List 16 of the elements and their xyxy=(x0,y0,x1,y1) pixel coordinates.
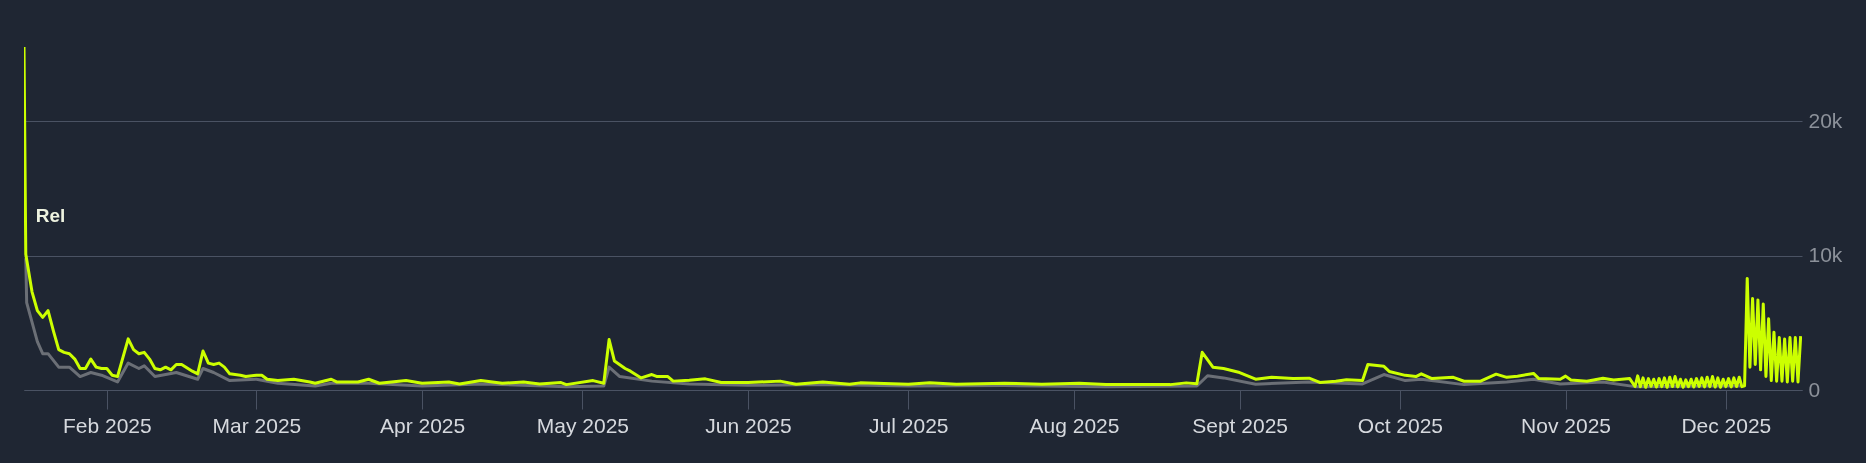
x-tick-label: Jul 2025 xyxy=(869,413,949,437)
x-tick-label: Feb 2025 xyxy=(62,413,152,437)
x-tick-label: Jun 2025 xyxy=(705,413,792,437)
x-tick-label: Dec 2025 xyxy=(1681,413,1772,437)
x-tick-label: Apr 2025 xyxy=(379,413,466,437)
y-tick-label: 0 xyxy=(1808,377,1821,401)
y-tick-label: 10k xyxy=(1808,243,1843,267)
y-tick-label: 20k xyxy=(1808,108,1843,132)
x-tick-label: Nov 2025 xyxy=(1521,413,1612,437)
x-tick-label: Mar 2025 xyxy=(212,413,302,437)
line-series xyxy=(24,45,1802,389)
x-tick-label: May 2025 xyxy=(536,413,629,437)
x-tick-label: Aug 2025 xyxy=(1029,413,1120,437)
x-tick-label: Oct 2025 xyxy=(1357,413,1444,437)
x-tick-label: Sept 2025 xyxy=(1192,413,1288,437)
annotation: Rel xyxy=(35,205,66,227)
